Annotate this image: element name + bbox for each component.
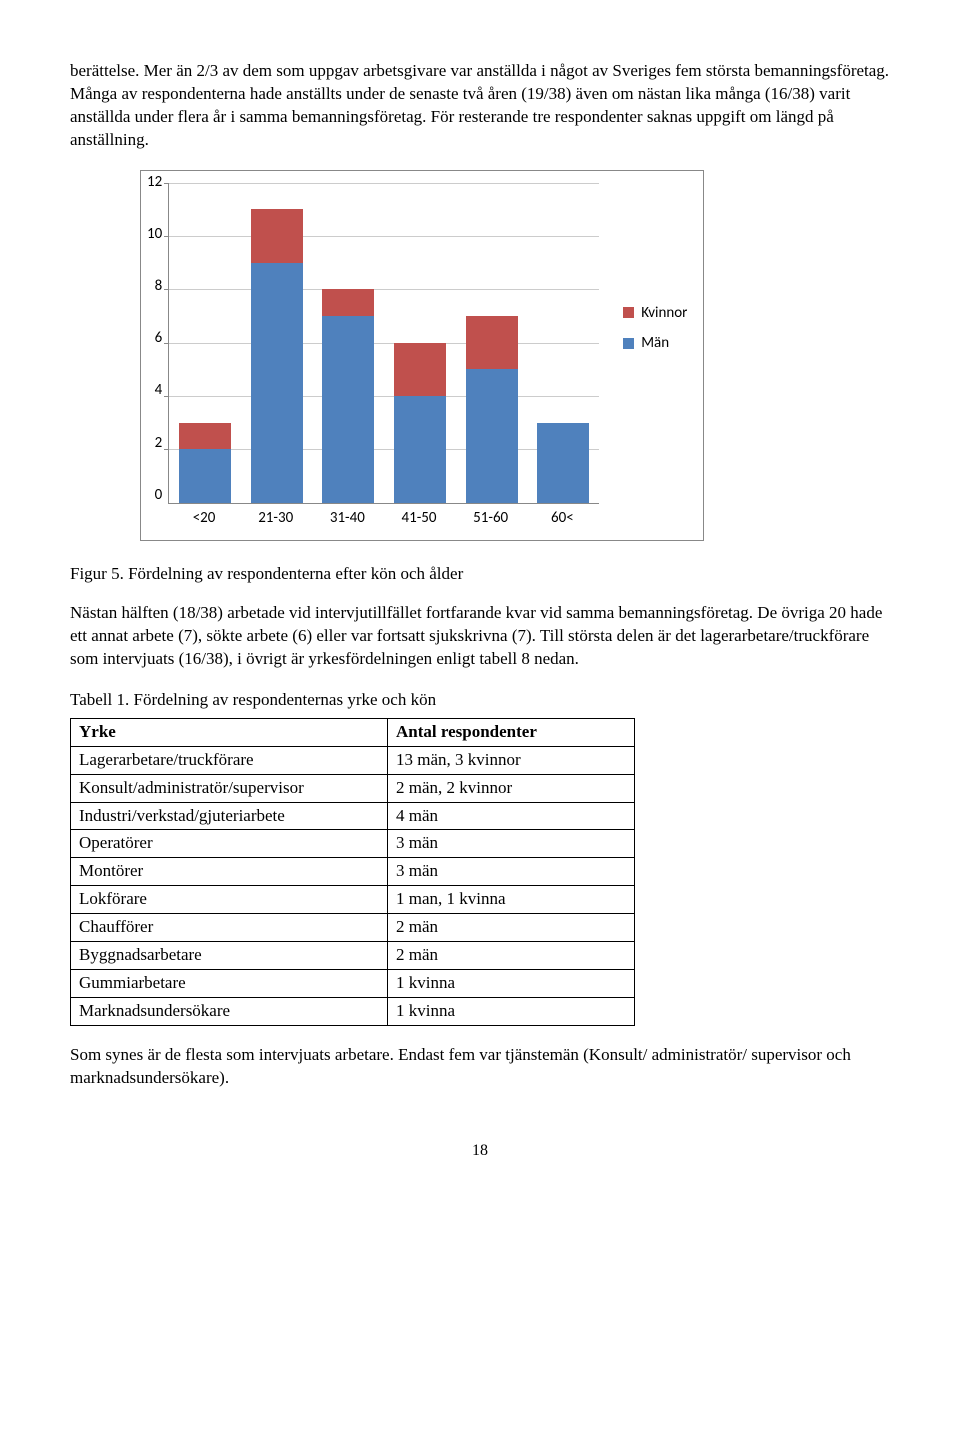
- y-tick-label: 2: [155, 436, 163, 451]
- table-caption: Tabell 1. Fördelning av respondenternas …: [70, 689, 890, 712]
- table-cell: 1 man, 1 kvinna: [388, 886, 635, 914]
- grid-line: [169, 236, 599, 237]
- y-tick-label: 6: [155, 331, 163, 346]
- x-tick-label: 60<: [527, 508, 599, 528]
- bar-segment-kvinnor: [179, 423, 231, 450]
- bar-segment-man: [466, 369, 518, 502]
- table-row: Industri/verkstad/gjuteriarbete4 män: [71, 802, 635, 830]
- grid-line: [169, 289, 599, 290]
- y-tick-label: 4: [155, 383, 163, 398]
- table-cell: 4 män: [388, 802, 635, 830]
- table-row: Byggnadsarbetare2 män: [71, 942, 635, 970]
- x-tick-label: 31-40: [312, 508, 384, 528]
- table-row: Lokförare1 man, 1 kvinna: [71, 886, 635, 914]
- bar: [537, 423, 589, 503]
- table-cell: 13 män, 3 kvinnor: [388, 746, 635, 774]
- table-header: Yrke: [71, 718, 388, 746]
- bar-segment-man: [394, 396, 446, 503]
- bar-segment-kvinnor: [394, 343, 446, 396]
- table-row: Gummiarbetare1 kvinna: [71, 970, 635, 998]
- legend-swatch: [623, 307, 634, 318]
- grid-line: [169, 343, 599, 344]
- page-number: 18: [70, 1140, 890, 1162]
- occupation-table: YrkeAntal respondenterLagerarbetare/truc…: [70, 718, 635, 1026]
- table-cell: Gummiarbetare: [71, 970, 388, 998]
- y-tick: [164, 396, 169, 397]
- table-cell: Marknadsundersökare: [71, 998, 388, 1026]
- table-cell: Industri/verkstad/gjuteriarbete: [71, 802, 388, 830]
- age-gender-chart: 12 10 8 6 4 2 0 <2021-3031-4041-5051-6060< Kvi…: [140, 170, 890, 541]
- y-axis-labels: 12 10 8 6 4 2 0: [147, 175, 168, 503]
- bar-segment-man: [251, 263, 303, 503]
- x-tick-label: 41-50: [383, 508, 455, 528]
- grid-line: [169, 449, 599, 450]
- table-row: Lagerarbetare/truckförare13 män, 3 kvinn…: [71, 746, 635, 774]
- table-row: Montörer3 män: [71, 858, 635, 886]
- x-tick-label: 21-30: [240, 508, 312, 528]
- bar-segment-man: [322, 316, 374, 503]
- table-cell: Operatörer: [71, 830, 388, 858]
- legend-label: Kvinnor: [641, 303, 687, 323]
- y-tick-label: 12: [147, 175, 162, 190]
- grid-line: [169, 183, 599, 184]
- bar-segment-kvinnor: [466, 316, 518, 369]
- plot-area: [168, 183, 599, 504]
- bar: [179, 423, 231, 503]
- table-cell: Lokförare: [71, 886, 388, 914]
- bar: [251, 209, 303, 502]
- y-tick: [164, 343, 169, 344]
- y-tick: [164, 289, 169, 290]
- table-cell: Chaufförer: [71, 914, 388, 942]
- legend-item: Män: [623, 333, 687, 353]
- table-header: Antal respondenter: [388, 718, 635, 746]
- legend: Kvinnor Män: [623, 303, 687, 364]
- table-cell: 2 män, 2 kvinnor: [388, 774, 635, 802]
- table-cell: 1 kvinna: [388, 998, 635, 1026]
- table-row: Konsult/administratör/supervisor2 män, 2…: [71, 774, 635, 802]
- bar: [394, 343, 446, 503]
- bar: [466, 316, 518, 503]
- bar-segment-kvinnor: [322, 289, 374, 316]
- chart-box: 12 10 8 6 4 2 0 <2021-3031-4041-5051-6060< Kvi…: [140, 170, 704, 541]
- y-tick-label: 8: [155, 279, 163, 294]
- legend-item: Kvinnor: [623, 303, 687, 323]
- table-cell: Byggnadsarbetare: [71, 942, 388, 970]
- table-row: Marknadsundersökare1 kvinna: [71, 998, 635, 1026]
- y-tick-label: 0: [155, 488, 163, 503]
- y-tick: [164, 449, 169, 450]
- table-cell: 3 män: [388, 830, 635, 858]
- bar: [322, 289, 374, 502]
- table-row: Chaufförer2 män: [71, 914, 635, 942]
- legend-label: Män: [641, 333, 669, 353]
- table-cell: Konsult/administratör/supervisor: [71, 774, 388, 802]
- x-axis-labels: <2021-3031-4041-5051-6060<: [168, 508, 598, 528]
- bar-segment-man: [179, 449, 231, 502]
- table-cell: 1 kvinna: [388, 970, 635, 998]
- y-tick-label: 10: [147, 227, 162, 242]
- body-paragraph: Nästan hälften (18/38) arbetade vid inte…: [70, 602, 890, 671]
- table-cell: Lagerarbetare/truckförare: [71, 746, 388, 774]
- table-cell: 2 män: [388, 942, 635, 970]
- table-cell: 3 män: [388, 858, 635, 886]
- bar-segment-man: [537, 423, 589, 503]
- figure-caption: Figur 5. Fördelning av respondenterna ef…: [70, 563, 890, 586]
- grid-line: [169, 396, 599, 397]
- x-tick-label: 51-60: [455, 508, 527, 528]
- bar-segment-kvinnor: [251, 209, 303, 262]
- table-cell: 2 män: [388, 914, 635, 942]
- y-tick: [164, 183, 169, 184]
- table-row: Operatörer3 män: [71, 830, 635, 858]
- legend-swatch: [623, 338, 634, 349]
- closing-paragraph: Som synes är de flesta som intervjuats a…: [70, 1044, 890, 1090]
- table-cell: Montörer: [71, 858, 388, 886]
- intro-paragraph: berättelse. Mer än 2/3 av dem som uppgav…: [70, 60, 890, 152]
- y-tick: [164, 236, 169, 237]
- x-tick-label: <20: [168, 508, 240, 528]
